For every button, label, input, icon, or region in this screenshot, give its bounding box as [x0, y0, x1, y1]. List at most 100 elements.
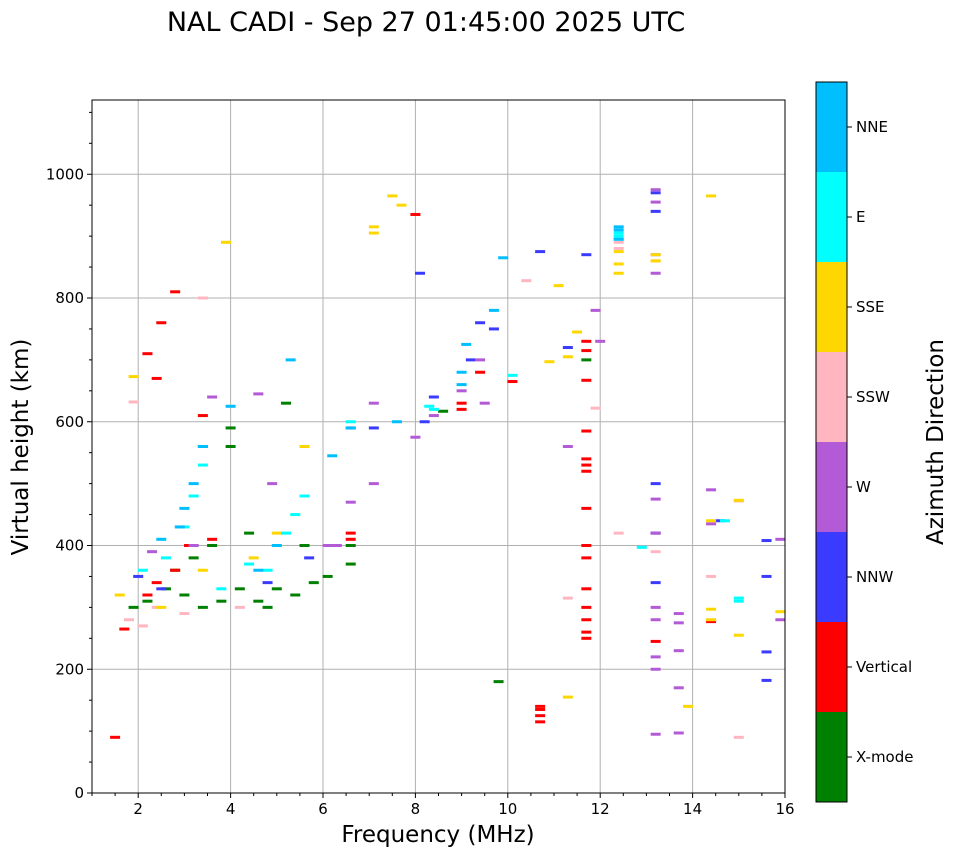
data-point-sse	[396, 203, 407, 207]
data-point-x-mode	[493, 680, 504, 684]
data-point-sse	[775, 610, 786, 614]
data-point-nne	[613, 228, 624, 232]
data-point-x-mode	[299, 544, 310, 547]
data-point-sse	[128, 375, 139, 379]
data-point-nne	[285, 358, 296, 362]
data-point-w	[479, 401, 490, 405]
data-point-sse	[572, 330, 583, 334]
data-point-w	[775, 618, 786, 622]
data-point-vertical	[345, 531, 356, 535]
data-point-e	[299, 494, 310, 498]
data-point-w	[368, 482, 379, 486]
data-point-sse	[613, 262, 624, 266]
data-point-nnw	[428, 395, 439, 399]
data-point-nnw	[262, 581, 273, 585]
data-point-nne	[188, 482, 199, 486]
data-point-w	[673, 621, 684, 625]
data-point-nne	[156, 537, 167, 541]
colorbar-frame	[815, 81, 848, 803]
data-point-x-mode	[225, 426, 236, 430]
data-point-vertical	[581, 630, 592, 634]
data-point-e	[188, 494, 199, 498]
data-point-sse	[706, 607, 717, 611]
data-point-ssw	[613, 531, 624, 535]
data-point-vertical	[119, 627, 130, 631]
data-point-nnw	[761, 650, 772, 654]
data-point-sse	[562, 695, 573, 699]
data-point-sse	[706, 519, 717, 523]
data-point-vertical	[581, 506, 592, 510]
data-point-nnw	[581, 253, 592, 257]
data-point-x-mode	[234, 587, 245, 591]
y-tick-label: 800	[55, 289, 84, 307]
data-point-vertical	[345, 537, 356, 541]
data-point-ssw	[613, 240, 624, 244]
data-point-e	[281, 531, 292, 535]
data-point-x-mode	[262, 605, 273, 609]
data-point-vertical	[650, 639, 661, 643]
data-point-ssw	[562, 596, 573, 600]
chart-title: NAL CADI - Sep 27 01:45:00 2025 UTC	[167, 7, 685, 38]
data-point-w	[562, 445, 573, 448]
data-point-vertical	[581, 339, 592, 343]
data-point-ssw	[521, 279, 532, 283]
data-point-sse	[197, 568, 208, 572]
data-point-ssw	[197, 296, 208, 300]
data-point-nne	[345, 426, 356, 430]
data-point-e	[719, 519, 730, 523]
data-point-nnw	[562, 346, 573, 349]
data-point-w	[673, 612, 684, 616]
data-point-vertical	[535, 704, 546, 708]
data-point-sse	[706, 618, 717, 622]
data-point-x-mode	[253, 599, 264, 603]
data-point-vertical	[581, 429, 592, 433]
colorbar-label: SSW	[856, 388, 890, 406]
data-point-x-mode	[581, 358, 592, 362]
data-point-e	[507, 373, 518, 377]
data-point-nnw	[419, 420, 430, 424]
data-point-w	[706, 488, 717, 492]
data-point-x-mode	[322, 574, 333, 578]
data-point-w	[673, 686, 684, 690]
data-point-nne	[456, 370, 467, 374]
data-point-nnw	[156, 587, 167, 591]
data-point-vertical	[581, 618, 592, 622]
data-point-x-mode	[271, 587, 282, 591]
data-point-vertical	[581, 463, 592, 467]
data-point-nnw	[304, 556, 315, 560]
data-point-sse	[613, 250, 624, 254]
data-point-vertical	[170, 290, 181, 294]
colorbar-label: X-mode	[856, 748, 913, 766]
data-point-x-mode	[244, 531, 255, 535]
data-point-nnw	[650, 209, 661, 213]
data-point-x-mode	[142, 599, 153, 603]
data-point-w	[267, 482, 278, 486]
data-point-x-mode	[207, 544, 218, 547]
data-point-nne	[225, 404, 236, 408]
data-point-vertical	[507, 380, 518, 384]
colorbar-segment-ssw	[816, 352, 847, 442]
data-point-sse	[562, 355, 573, 359]
data-point-e	[613, 231, 624, 235]
x-tick-label: 8	[411, 800, 421, 818]
colorbar-segment-e	[816, 172, 847, 262]
data-point-vertical	[581, 636, 592, 640]
data-point-e	[424, 404, 435, 408]
data-point-x-mode	[225, 445, 236, 448]
data-point-vertical	[706, 620, 717, 624]
data-point-ssw	[650, 550, 661, 554]
x-tick-label: 2	[133, 800, 143, 818]
y-tick-label: 600	[55, 413, 84, 431]
data-point-sse	[682, 704, 693, 708]
data-point-vertical	[151, 376, 162, 380]
y-tick-label: 1000	[46, 165, 84, 183]
data-point-vertical	[456, 407, 467, 411]
data-point-e	[244, 562, 255, 566]
x-tick-label: 4	[226, 800, 236, 818]
data-point-sse	[733, 498, 744, 502]
data-point-w	[188, 544, 199, 547]
data-point-nne	[488, 308, 499, 312]
data-point-x-mode	[197, 605, 208, 609]
data-point-nne	[456, 383, 467, 387]
